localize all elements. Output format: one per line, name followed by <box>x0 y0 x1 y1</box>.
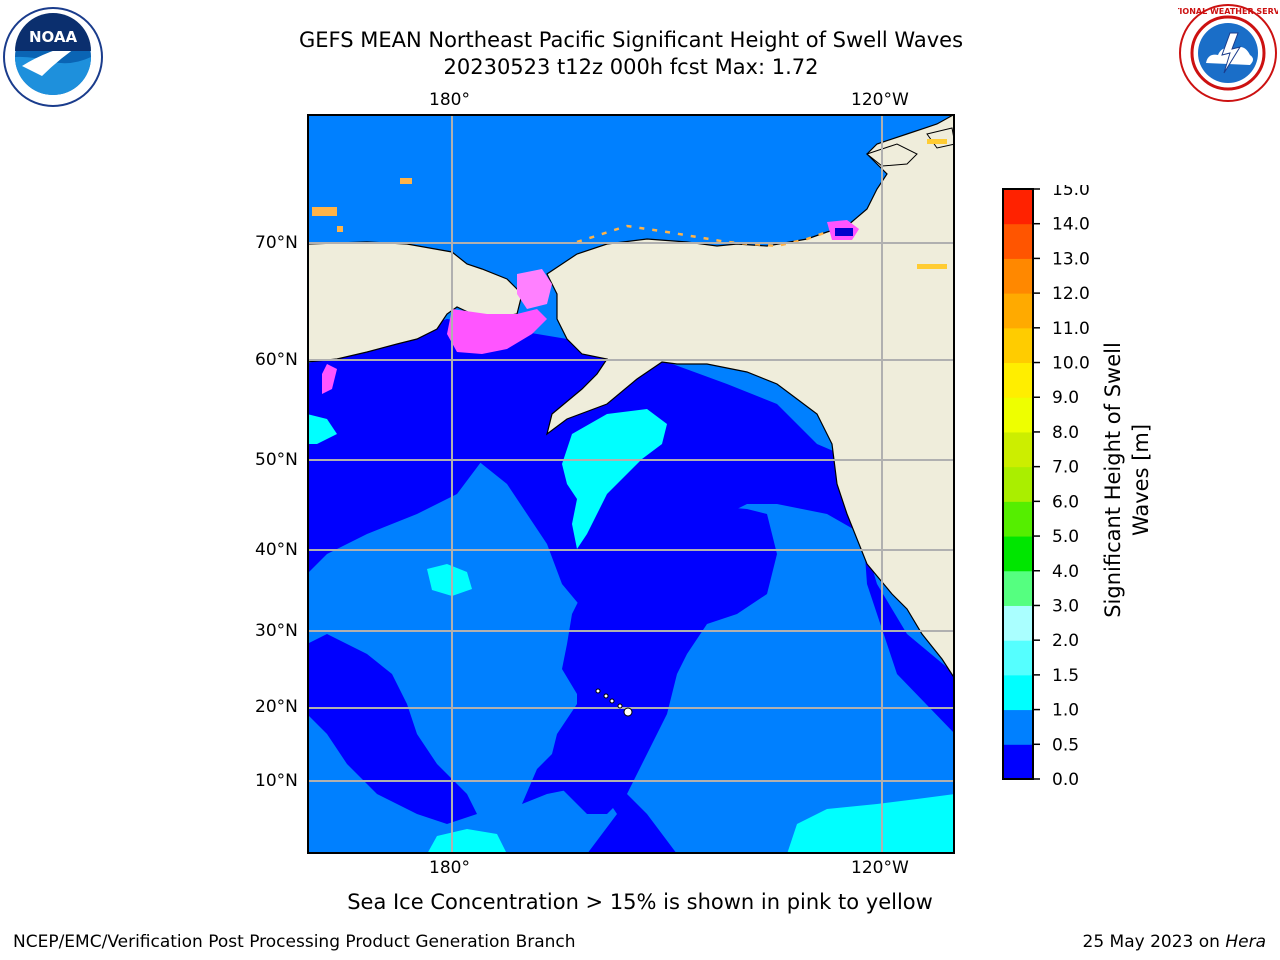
graticule <box>307 114 955 854</box>
title-line-1: GEFS MEAN Northeast Pacific Significant … <box>298 28 964 52</box>
sea-ice-patch-1 <box>312 207 337 216</box>
sea-ice-patch-2 <box>400 178 412 184</box>
lat-label-60n: 60°N <box>255 350 298 370</box>
colorbar-tick-label: 8.0 <box>1052 423 1079 443</box>
sea-ice-note: Sea Ice Concentration > 15% is shown in … <box>347 890 933 914</box>
noaa-logo: NOAA <box>3 7 103 107</box>
footer-date: 25 May 2023 on Hera <box>1083 932 1267 952</box>
colorbar-tick-label: 0.0 <box>1052 770 1079 785</box>
nws-ring-text: NATIONAL WEATHER SERVICE <box>1178 7 1278 16</box>
nws-logo: NATIONAL WEATHER SERVICE <box>1178 4 1278 102</box>
colorbar-bin <box>1003 189 1033 225</box>
colorbar-tick-label: 5.0 <box>1052 527 1079 547</box>
colorbar-bin <box>1003 293 1033 329</box>
colorbar-tick-label: 14.0 <box>1052 215 1090 235</box>
colorbar-bin <box>1003 709 1033 745</box>
lat-label-10n: 10°N <box>255 771 298 791</box>
lat-label-70n: 70°N <box>255 233 298 253</box>
colorbar-tick-label: 11.0 <box>1052 319 1090 339</box>
colorbar-bin <box>1003 536 1033 572</box>
colorbar-bin <box>1003 258 1033 294</box>
colorbar-tick-label: 4.0 <box>1052 562 1079 582</box>
lat-label-20n: 20°N <box>255 697 298 717</box>
colorbar-tick-label: 15.0 <box>1052 185 1090 200</box>
colorbar-tick-label: 9.0 <box>1052 388 1079 408</box>
lon-label-bottom-180: 180° <box>429 858 470 878</box>
colorbar-bin <box>1003 744 1033 780</box>
lon-label-top-180: 180° <box>429 90 470 110</box>
colorbar-bin <box>1003 327 1033 364</box>
sea-ice-bering-2 <box>517 269 552 309</box>
colorbar-tick-label: 6.0 <box>1052 492 1079 512</box>
colorbar-tick-label: 3.0 <box>1052 596 1079 616</box>
colorbar-bin <box>1003 223 1033 259</box>
noaa-logo-text: NOAA <box>29 28 78 46</box>
colorbar-tick-label: 12.0 <box>1052 284 1090 304</box>
colorbar-tick-label: 1.5 <box>1052 666 1079 686</box>
footer-date-text: 25 May 2023 on <box>1082 932 1226 952</box>
colorbar-bin <box>1003 466 1033 502</box>
colorbar-tick-label: 0.5 <box>1052 735 1079 755</box>
colorbar-bin <box>1003 501 1033 537</box>
colorbar-tick-label: 10.0 <box>1052 354 1090 374</box>
colorbar-bin <box>1003 397 1033 433</box>
higher-swell-gulf-alaska <box>562 409 667 549</box>
colorbar: 15.0 14.0 13.0 12.0 11.0 10.0 9.0 8.0 7.0 6.0 5.0 4… <box>1002 185 1090 785</box>
sea-ice-arctic-coast <box>576 224 828 248</box>
colorbar-label: Significant Height of Swell Waves [m] <box>1101 342 1153 618</box>
hawaiian-islands <box>595 688 633 717</box>
higher-swell-patch-mid <box>427 564 472 596</box>
sea-ice-beaufort-core <box>835 228 853 236</box>
sea-ice-okhotsk <box>322 364 337 394</box>
low-swell-west-region <box>307 634 477 824</box>
lat-label-50n: 50°N <box>255 450 298 470</box>
lon-label-bottom-120w: 120°W <box>851 858 909 878</box>
low-swell-central-band-2 <box>547 509 777 814</box>
lat-label-40n: 40°N <box>255 540 298 560</box>
footer-host: Hera <box>1225 932 1266 952</box>
colorbar-tick-label: 7.0 <box>1052 458 1079 478</box>
sea-ice-patch-5 <box>927 139 947 144</box>
title-line-2: 20230523 t12z 000h fcst Max: 1.72 <box>443 55 819 79</box>
sea-ice-patch-3 <box>337 226 343 232</box>
colorbar-tick-label: 13.0 <box>1052 249 1090 269</box>
colorbar-bin <box>1003 640 1033 676</box>
colorbar-tick-label: 2.0 <box>1052 631 1079 651</box>
higher-swell-southeast <box>787 794 955 854</box>
higher-swell-south-patch <box>427 829 507 854</box>
swell-height-map <box>307 114 955 854</box>
colorbar-bin <box>1003 431 1033 468</box>
lon-label-top-120w: 120°W <box>851 90 909 110</box>
land-arctic-island-1 <box>865 143 918 167</box>
higher-swell-west-edge <box>307 414 337 444</box>
colorbar-bin <box>1003 570 1033 606</box>
sea-ice-bering <box>447 309 547 354</box>
colorbar-label-line-1: Significant Height of Swell <box>1101 342 1125 618</box>
colorbar-bin <box>1003 605 1033 641</box>
sea-ice-patch-4 <box>917 264 947 269</box>
lat-label-30n: 30°N <box>255 621 298 641</box>
colorbar-bin <box>1003 674 1033 711</box>
colorbar-tick-label: 1.0 <box>1052 701 1079 721</box>
colorbar-label-line-2: Waves [m] <box>1129 424 1153 536</box>
colorbar-bin <box>1003 362 1033 398</box>
footer-branch: NCEP/EMC/Verification Post Processing Pr… <box>13 932 576 952</box>
